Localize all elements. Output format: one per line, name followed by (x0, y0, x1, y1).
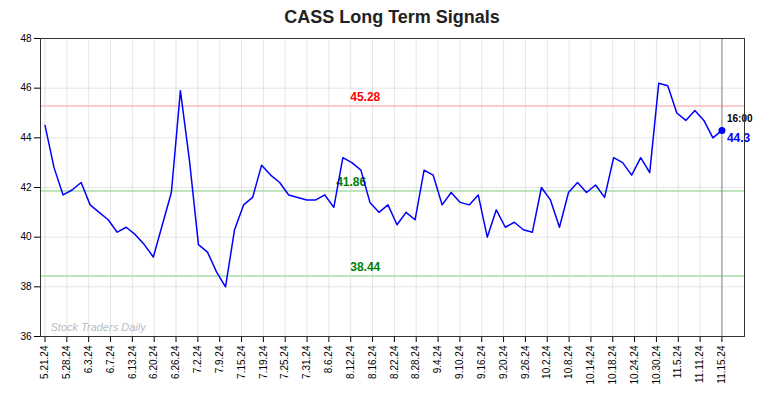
svg-text:6.13.24: 6.13.24 (127, 345, 138, 379)
svg-text:10.8.24: 10.8.24 (563, 345, 574, 379)
svg-text:6.7.24: 6.7.24 (105, 345, 116, 373)
svg-text:44.3: 44.3 (727, 131, 751, 145)
svg-text:8.12.24: 8.12.24 (345, 345, 356, 379)
svg-text:42: 42 (20, 182, 32, 193)
svg-text:7.9.24: 7.9.24 (214, 345, 225, 373)
svg-text:46: 46 (20, 82, 32, 93)
svg-text:5.21.24: 5.21.24 (39, 345, 50, 379)
svg-text:7.19.24: 7.19.24 (258, 345, 269, 379)
svg-text:6.3.24: 6.3.24 (83, 345, 94, 373)
svg-text:7.31.24: 7.31.24 (301, 345, 312, 379)
svg-text:8.16.24: 8.16.24 (367, 345, 378, 379)
svg-text:7.15.24: 7.15.24 (236, 345, 247, 379)
svg-text:5.28.24: 5.28.24 (61, 345, 72, 379)
svg-text:11.11.24: 11.11.24 (694, 345, 705, 383)
svg-text:36: 36 (20, 331, 32, 342)
svg-text:11.5.24: 11.5.24 (672, 345, 683, 378)
svg-text:Stock Traders Daily: Stock Traders Daily (51, 321, 148, 333)
svg-text:6.26.24: 6.26.24 (170, 345, 181, 379)
svg-text:40: 40 (20, 231, 32, 242)
svg-text:10.2.24: 10.2.24 (541, 345, 552, 379)
svg-text:9.4.24: 9.4.24 (432, 345, 443, 373)
svg-text:38: 38 (20, 281, 32, 292)
svg-text:7.2.24: 7.2.24 (192, 345, 203, 373)
svg-text:41.86: 41.86 (336, 175, 366, 189)
svg-text:8.22.24: 8.22.24 (389, 345, 400, 379)
svg-text:45.28: 45.28 (350, 90, 380, 104)
svg-text:11.15.24: 11.15.24 (716, 345, 727, 384)
svg-text:10.30.24: 10.30.24 (651, 345, 662, 384)
svg-text:6.20.24: 6.20.24 (148, 345, 159, 379)
svg-text:9.10.24: 9.10.24 (454, 345, 465, 379)
svg-text:9.16.24: 9.16.24 (476, 345, 487, 379)
svg-text:10.24.24: 10.24.24 (629, 345, 640, 384)
svg-text:7.25.24: 7.25.24 (279, 345, 290, 379)
svg-text:8.28.24: 8.28.24 (410, 345, 421, 379)
svg-text:8.6.24: 8.6.24 (323, 345, 334, 373)
svg-text:16:00: 16:00 (727, 113, 753, 124)
svg-text:38.44: 38.44 (350, 260, 380, 274)
html-text:CASS Long Term Signals: CASS Long Term Signals (284, 7, 500, 27)
svg-text:9.20.24: 9.20.24 (498, 345, 509, 379)
svg-text:9.26.24: 9.26.24 (520, 345, 531, 379)
svg-text:48: 48 (20, 33, 32, 44)
svg-text:10.18.24: 10.18.24 (607, 345, 618, 384)
svg-text:44: 44 (20, 132, 32, 143)
svg-text:10.14.24: 10.14.24 (585, 345, 596, 384)
